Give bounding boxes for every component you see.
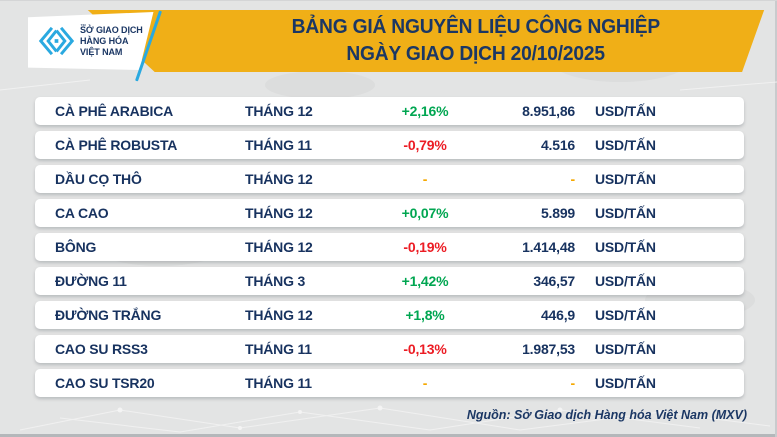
change-percent: -0,79% [403, 137, 447, 153]
commodity-name: CA CAO [55, 205, 109, 221]
commodity-name: CAO SU RSS3 [55, 341, 148, 357]
contract-month: THÁNG 12 [245, 239, 313, 255]
change-percent: +1,8% [405, 307, 445, 323]
contract-month: THÁNG 3 [245, 273, 306, 289]
commodity-name: ĐƯỜNG TRẮNG [55, 307, 162, 323]
table-row: BÔNG THÁNG 12 -0,19% 1.414,48 USD/TẤN [35, 233, 744, 261]
contract-month: THÁNG 12 [245, 171, 313, 187]
commodity-name: CÀ PHÊ ARABICA [55, 103, 174, 119]
commodity-name: DẦU CỌ THÔ [55, 171, 142, 187]
price-unit: USD/TẤN [595, 103, 656, 119]
price-value: 346,57 [533, 273, 575, 289]
mxv-logo: ™ SỞ GIAO DỊCH HÀNG HÓA VIỆT NAM [28, 12, 154, 70]
commodity-name: CAO SU TSR20 [55, 375, 155, 391]
mxv-logo-line3: VIỆT NAM [79, 46, 123, 58]
contract-month: THÁNG 11 [245, 341, 312, 357]
change-percent: -0,19% [403, 239, 447, 255]
price-unit: USD/TẤN [595, 375, 656, 391]
price-value: - [570, 171, 576, 187]
price-unit: USD/TẤN [595, 205, 656, 221]
page-title-line1: BẢNG GIÁ NGUYÊN LIỆU CÔNG NGHIỆP [291, 16, 661, 38]
price-unit: USD/TẤN [595, 137, 656, 153]
contract-month: THÁNG 11 [245, 137, 312, 153]
contract-month: THÁNG 12 [245, 205, 313, 221]
price-value: 5.899 [540, 205, 575, 221]
table-row: ĐƯỜNG 11 THÁNG 3 +1,42% 346,57 USD/TẤN [35, 267, 744, 295]
table-row: CAO SU RSS3 THÁNG 11 -0,13% 1.987,53 USD… [35, 335, 744, 363]
change-percent: +2,16% [401, 103, 449, 119]
page-title-line2: NGÀY GIAO DỊCH 20/10/2025 [346, 43, 606, 65]
source-note: Nguồn: Sở Giao dịch Hàng hóa Việt Nam (M… [466, 408, 747, 422]
table-row: CA CAO THÁNG 12 +0,07% 5.899 USD/TẤN [35, 199, 744, 227]
price-table: CÀ PHÊ ARABICA THÁNG 12 +2,16% 8.951,86 … [35, 97, 744, 403]
change-percent: +1,42% [401, 273, 449, 289]
price-value: - [570, 375, 576, 391]
table-row: DẦU CỌ THÔ THÁNG 12 - - USD/TẤN [35, 165, 744, 193]
change-percent: +0,07% [401, 205, 449, 221]
commodity-name: CÀ PHÊ ROBUSTA [55, 137, 178, 153]
contract-month: THÁNG 12 [245, 103, 313, 119]
price-value: 1.987,53 [522, 341, 575, 357]
change-percent: - [422, 375, 428, 391]
change-percent: -0,13% [403, 341, 447, 357]
contract-month: THÁNG 11 [245, 375, 312, 391]
price-value: 4.516 [540, 137, 575, 153]
table-row: ĐƯỜNG TRẮNG THÁNG 12 +1,8% 446,9 USD/TẤN [35, 301, 744, 329]
price-value: 446,9 [540, 307, 575, 323]
table-row: CÀ PHÊ ROBUSTA THÁNG 11 -0,79% 4.516 USD… [35, 131, 744, 159]
table-row: CAO SU TSR20 THÁNG 11 - - USD/TẤN [35, 369, 744, 397]
price-value: 8.951,86 [522, 103, 575, 119]
change-percent: - [422, 171, 428, 187]
table-row: CÀ PHÊ ARABICA THÁNG 12 +2,16% 8.951,86 … [35, 97, 744, 125]
price-unit: USD/TẤN [595, 239, 656, 255]
mxv-logo-line2: HÀNG HÓA [79, 35, 129, 47]
price-unit: USD/TẤN [595, 341, 656, 357]
mxv-logo-line1: SỞ GIAO DỊCH [79, 24, 143, 36]
mxv-logo-text: SỞ GIAO DỊCH HÀNG HÓA VIỆT NAM [80, 25, 143, 58]
trademark-symbol: ™ [80, 24, 86, 30]
mxv-chevrons-icon [38, 26, 75, 56]
commodity-name: ĐƯỜNG 11 [55, 273, 127, 289]
price-value: 1.414,48 [522, 239, 575, 255]
commodity-name: BÔNG [55, 239, 97, 255]
price-unit: USD/TẤN [595, 307, 656, 323]
title-banner: BẢNG GIÁ NGUYÊN LIỆU CÔNG NGHIỆP NGÀY GI… [87, 10, 765, 72]
contract-month: THÁNG 12 [245, 307, 313, 323]
price-unit: USD/TẤN [595, 273, 656, 289]
price-unit: USD/TẤN [595, 171, 656, 187]
